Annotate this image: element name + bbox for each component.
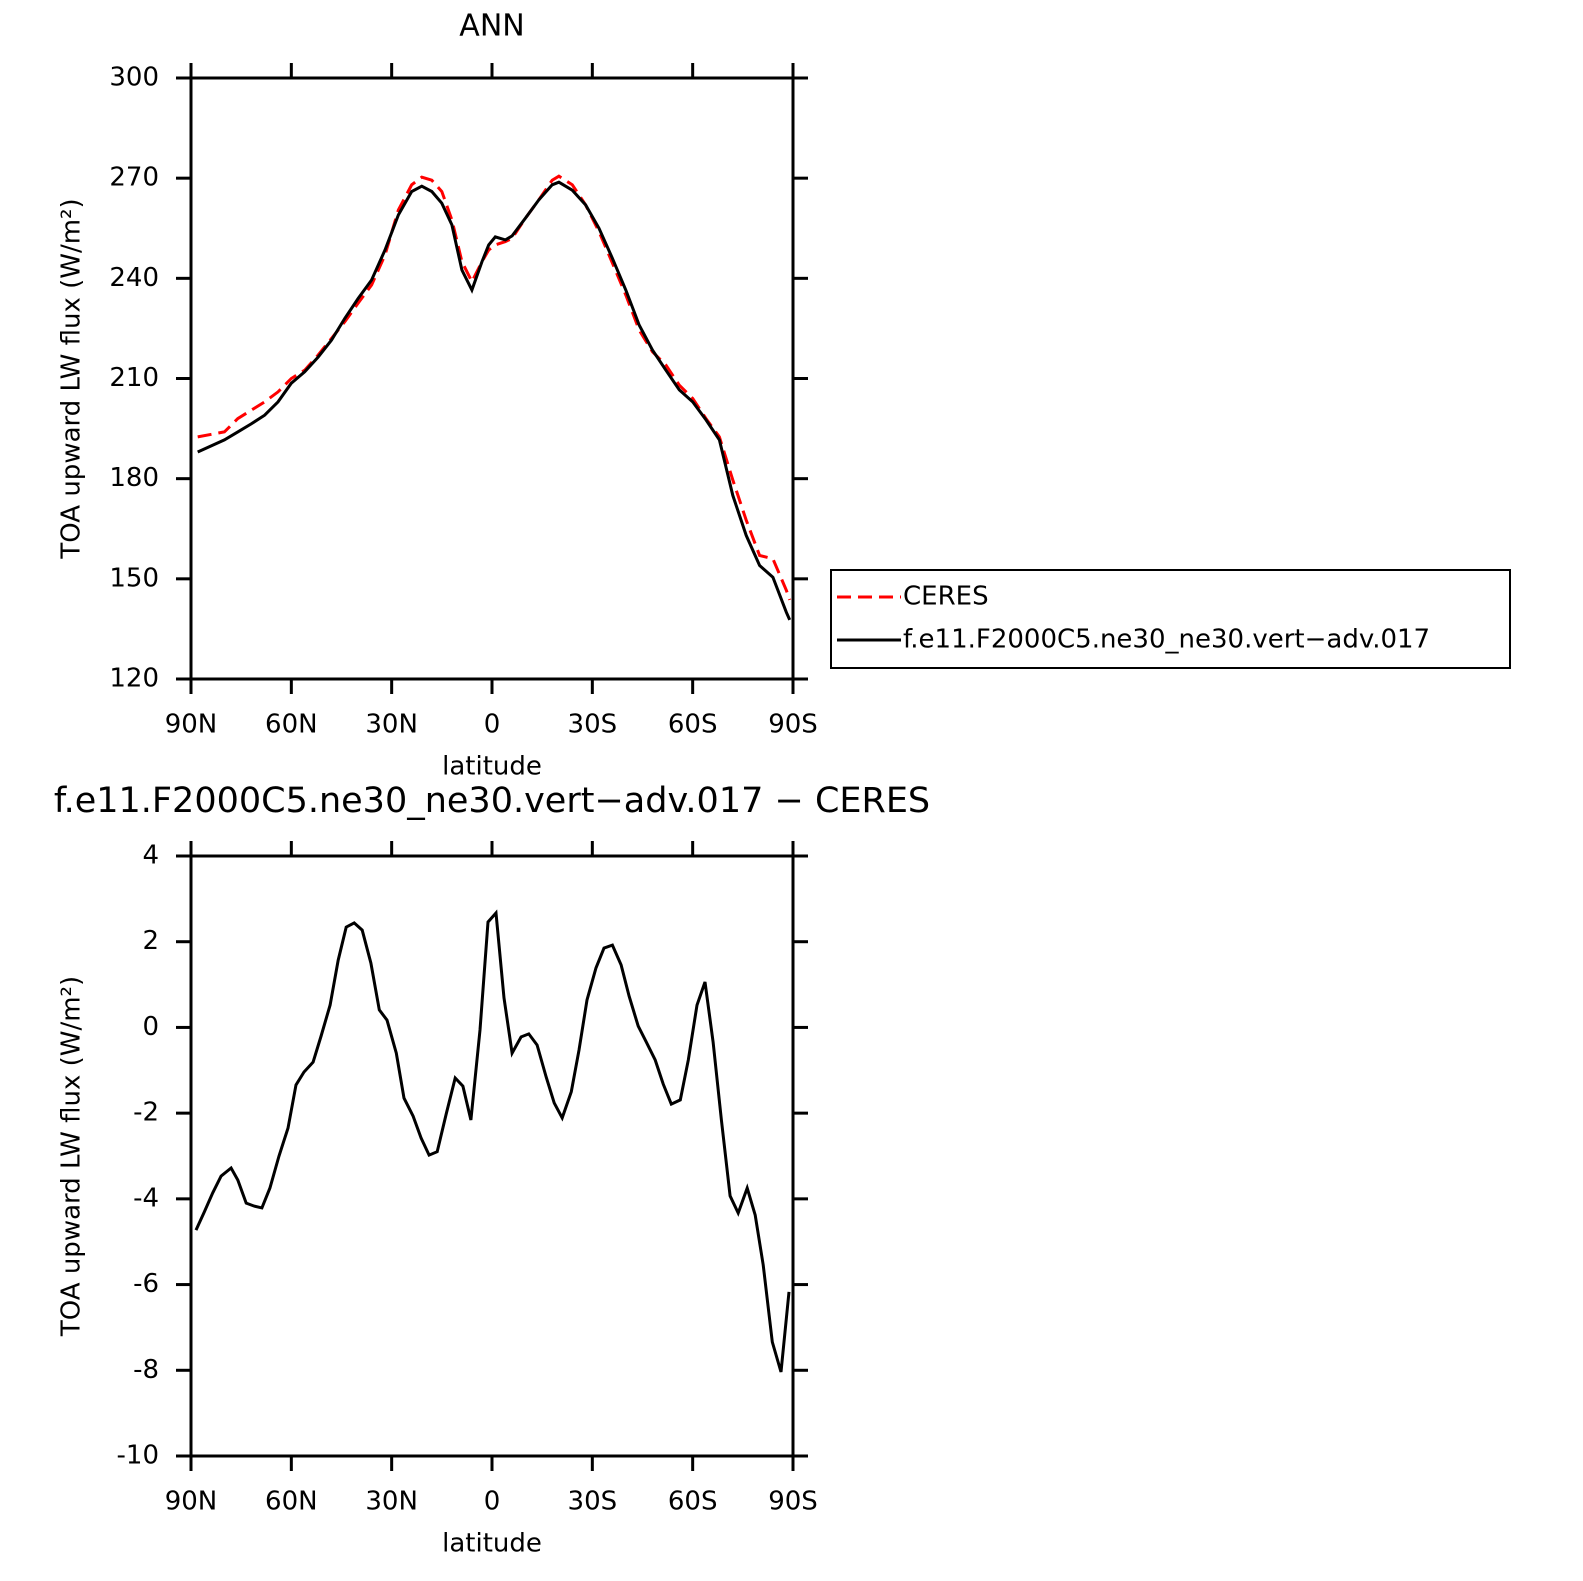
x-tick-label: 60S	[668, 1487, 718, 1517]
y-tick-label: 0	[142, 1012, 159, 1042]
x-tick-label: 30N	[365, 710, 418, 740]
series-line	[197, 180, 792, 621]
x-tick-label: 30S	[568, 1487, 618, 1517]
legend-label: f.e11.F2000C5.ne30_ne30.vert−adv.017	[903, 625, 1430, 655]
y-tick-label: 270	[109, 163, 159, 193]
y-tick-label: -4	[133, 1183, 159, 1213]
y-tick-label: -8	[133, 1355, 159, 1385]
y-tick-label: -6	[133, 1269, 159, 1299]
x-tick-label: 30S	[568, 710, 618, 740]
plot-frame	[189, 76, 795, 681]
x-tick-label: 90N	[165, 1487, 218, 1517]
y-tick-label: -2	[133, 1098, 159, 1128]
y-tick-label: 240	[109, 263, 159, 293]
chart-title: f.e11.F2000C5.ne30_ne30.vert−adv.017 − C…	[54, 781, 930, 821]
y-axis-label: TOA upward LW flux (W/m²)	[57, 976, 87, 1337]
y-tick-label: 180	[109, 463, 159, 493]
y-tick-label: 2	[142, 926, 159, 956]
x-tick-label: 90N	[165, 710, 218, 740]
y-tick-label: 300	[109, 63, 159, 93]
y-tick-label: 4	[142, 841, 159, 871]
y-tick-label: 120	[109, 664, 159, 694]
legend-box	[830, 569, 1511, 669]
x-tick-label: 60N	[265, 710, 318, 740]
x-tick-label: 0	[484, 1487, 501, 1517]
x-tick-label: 60N	[265, 1487, 318, 1517]
x-tick-label: 60S	[668, 710, 718, 740]
series-line	[194, 909, 791, 1373]
y-tick-label: 150	[109, 563, 159, 593]
plot-frame	[189, 854, 795, 1458]
chart-title: ANN	[459, 9, 524, 44]
y-tick-label: -10	[117, 1441, 159, 1471]
y-axis-label: TOA upward LW flux (W/m²)	[57, 198, 87, 559]
x-tick-label: 90S	[768, 710, 818, 740]
x-tick-label: 90S	[768, 1487, 818, 1517]
y-tick-label: 210	[109, 363, 159, 393]
x-tick-label: 30N	[365, 1487, 418, 1517]
x-axis-label: latitude	[442, 752, 542, 782]
x-tick-label: 0	[484, 710, 501, 740]
legend-label: CERES	[903, 582, 989, 612]
x-axis-label: latitude	[442, 1529, 542, 1559]
